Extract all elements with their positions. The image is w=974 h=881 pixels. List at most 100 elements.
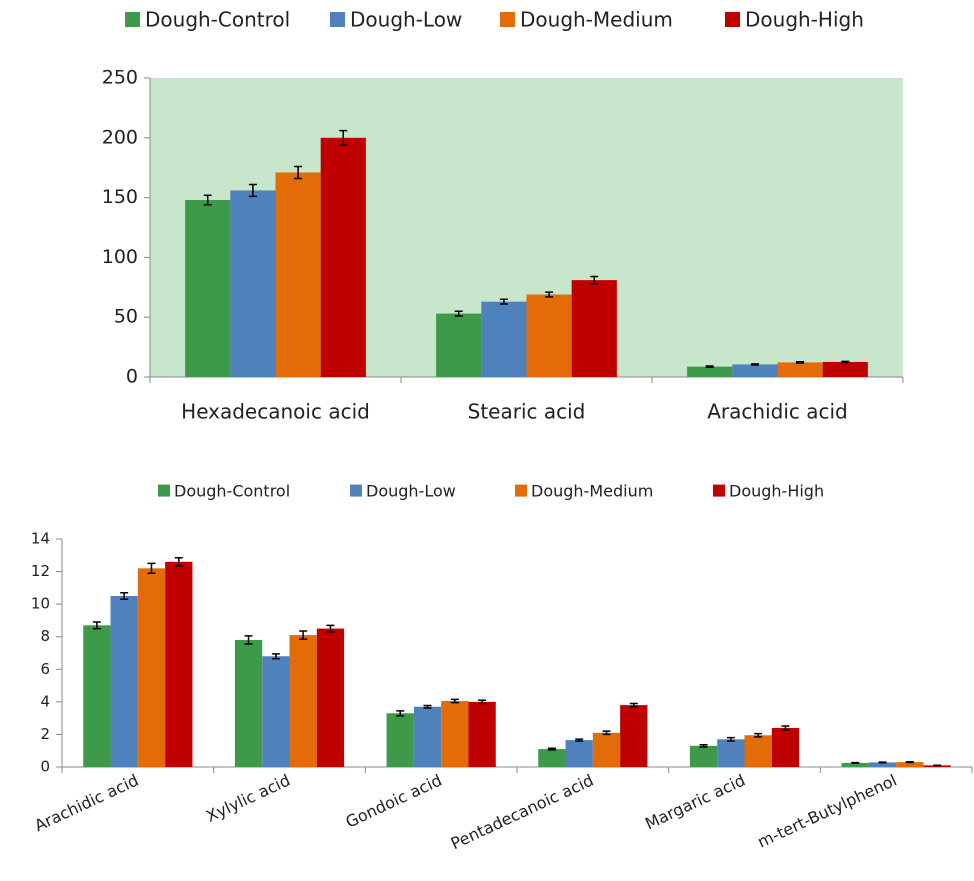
legend-label: Dough-High	[745, 8, 864, 32]
bar	[896, 762, 924, 767]
bar	[320, 137, 366, 377]
legend-label: Dough-Low	[366, 482, 456, 501]
error-bar	[851, 761, 860, 765]
bar	[538, 749, 566, 767]
error-bar	[841, 360, 850, 364]
bar	[165, 561, 193, 767]
error-bar	[120, 591, 129, 601]
bar	[689, 745, 718, 767]
error-bar	[629, 702, 638, 708]
y-tick-label: 2	[40, 725, 50, 743]
bar	[868, 762, 897, 767]
y-tick-label: 6	[40, 660, 50, 678]
legend-label: Dough-Medium	[520, 8, 673, 32]
x-tick-label: Xylylic acid	[203, 770, 293, 825]
y-tick-label: 0	[126, 366, 138, 388]
error-bar	[294, 165, 303, 180]
bar	[137, 568, 166, 767]
x-tick-label: Pentadecanoic acid	[448, 770, 597, 853]
error-bar	[92, 621, 101, 630]
y-tick-label: 4	[40, 692, 50, 710]
y-tick-label: 0	[40, 758, 50, 776]
bar	[413, 706, 442, 767]
bar	[436, 313, 482, 377]
bar	[565, 740, 593, 767]
y-tick-label: 12	[31, 562, 50, 580]
bar	[289, 635, 317, 767]
bar	[822, 361, 868, 377]
legend-swatch	[500, 12, 515, 27]
error-bar	[602, 730, 611, 736]
bar	[687, 366, 733, 377]
bar	[526, 294, 572, 377]
error-bar	[396, 710, 405, 717]
error-bar	[203, 194, 212, 206]
legend-label: Dough-Control	[145, 8, 290, 32]
bar	[230, 190, 276, 377]
error-bar	[271, 653, 280, 660]
bar	[620, 705, 648, 767]
y-tick-label: 150	[102, 186, 138, 208]
bar	[83, 625, 111, 767]
bar	[468, 701, 496, 767]
bar	[234, 639, 263, 767]
legend-swatch	[515, 484, 527, 497]
error-bar	[905, 761, 914, 764]
error-bar	[147, 562, 156, 574]
error-bar	[423, 704, 432, 709]
bar	[717, 739, 745, 767]
error-bar	[450, 698, 459, 704]
error-bar	[796, 361, 805, 364]
legend-label: Dough-Medium	[531, 482, 653, 501]
legend-swatch	[713, 484, 725, 497]
error-bar	[590, 275, 599, 285]
y-tick-label: 14	[31, 530, 50, 548]
y-tick-label: 10	[31, 595, 50, 613]
bar	[441, 701, 469, 767]
bar	[110, 596, 138, 767]
bar	[777, 362, 823, 377]
error-bar	[705, 365, 714, 368]
bar	[571, 280, 617, 377]
error-bar	[575, 738, 584, 742]
y-tick-label: 250	[102, 67, 138, 89]
error-bar	[545, 291, 554, 298]
error-bar	[174, 556, 183, 567]
error-bar	[750, 363, 759, 366]
legend-label: Dough-High	[729, 482, 824, 501]
y-tick-label: 50	[114, 306, 138, 328]
legend-swatch	[158, 484, 170, 497]
error-bar	[499, 298, 508, 305]
bar	[185, 199, 231, 377]
bar	[592, 732, 621, 767]
x-tick-label: Arachidic acid	[32, 770, 142, 835]
legend-swatch	[725, 12, 740, 27]
legend-label: Dough-Low	[350, 8, 462, 32]
error-bar	[339, 129, 348, 146]
error-bar	[248, 183, 257, 198]
error-bar	[878, 761, 887, 764]
legend-swatch	[125, 12, 140, 27]
legend-label: Dough-Control	[174, 482, 290, 501]
bar	[841, 762, 869, 767]
error-bar	[547, 747, 556, 751]
error-bar	[754, 732, 763, 738]
error-bar	[699, 743, 708, 748]
bar	[275, 172, 321, 377]
y-tick-label: 100	[102, 246, 138, 268]
y-tick-label: 200	[102, 126, 138, 148]
error-bar	[726, 736, 735, 742]
x-tick-label: Arachidic acid	[707, 400, 848, 424]
x-tick-label: Hexadecanoic acid	[181, 400, 370, 424]
error-bar	[299, 630, 308, 640]
bar	[262, 656, 290, 767]
bar	[771, 727, 800, 767]
bar	[386, 713, 414, 767]
error-bar	[781, 725, 790, 731]
bar	[732, 364, 778, 377]
bar	[481, 301, 527, 377]
x-tick-label: Stearic acid	[468, 400, 586, 424]
y-tick-label: 8	[40, 627, 50, 645]
legend-swatch	[330, 12, 345, 27]
